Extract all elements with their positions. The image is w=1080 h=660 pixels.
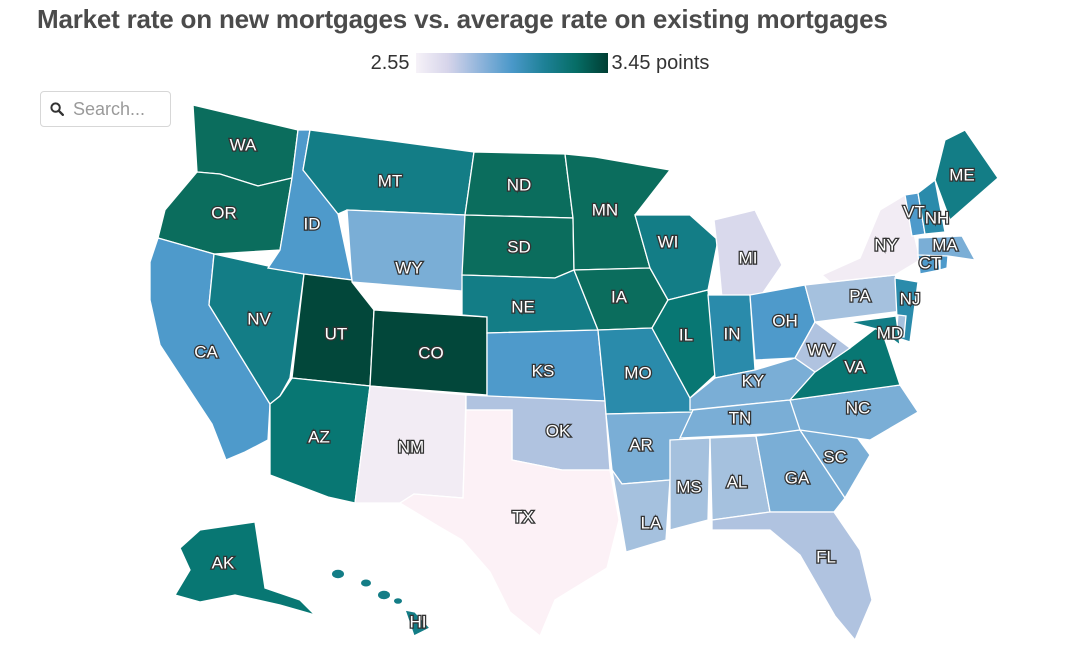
- state-wv[interactable]: [794, 321, 852, 373]
- state-label-in: IN: [724, 325, 741, 344]
- state-label-pa: PA: [849, 287, 871, 306]
- state-va[interactable]: [788, 323, 901, 401]
- state-label-oh: OH: [772, 312, 798, 331]
- state-label-ma: MA: [932, 236, 958, 255]
- state-nh[interactable]: [917, 178, 946, 235]
- hawaii-island: [361, 579, 371, 587]
- state-label-ne: NE: [511, 298, 535, 317]
- state-label-nh: NH: [925, 209, 950, 228]
- state-label-va: VA: [844, 358, 866, 377]
- state-label-ut: UT: [325, 325, 348, 344]
- state-ms[interactable]: [669, 437, 711, 531]
- state-label-nv: NV: [247, 310, 271, 329]
- state-label-ct: CT: [919, 254, 942, 273]
- state-label-ny: NY: [874, 236, 898, 255]
- state-hi[interactable]: [404, 609, 432, 637]
- state-label-vt: VT: [903, 203, 925, 222]
- search-box[interactable]: [40, 91, 171, 127]
- state-label-hi: HI: [410, 613, 427, 632]
- state-label-wv: WV: [807, 341, 835, 360]
- state-label-sc: SC: [823, 448, 847, 467]
- state-label-mt: MT: [378, 172, 403, 191]
- state-il[interactable]: [651, 289, 716, 400]
- state-md[interactable]: [849, 315, 901, 347]
- state-me[interactable]: [934, 129, 999, 222]
- state-label-nm: NM: [398, 438, 424, 457]
- search-icon: [41, 91, 73, 127]
- state-label-wy: WY: [395, 259, 422, 278]
- color-legend: 2.55 3.45 points: [0, 50, 1080, 76]
- state-label-ks: KS: [532, 362, 555, 381]
- chart-title: Market rate on new mortgages vs. average…: [37, 4, 888, 34]
- hawaii-island: [394, 598, 402, 604]
- state-label-ms: MS: [676, 478, 702, 497]
- state-label-wa: WA: [230, 136, 257, 155]
- state-label-ga: GA: [785, 469, 810, 488]
- state-label-fl: FL: [816, 548, 836, 567]
- state-label-mo: MO: [624, 364, 651, 383]
- search-input[interactable]: [73, 98, 165, 120]
- state-ak[interactable]: [174, 521, 318, 617]
- state-label-tx: TX: [512, 508, 534, 527]
- state-label-ca: CA: [194, 343, 218, 362]
- legend-min-label: 2.55: [370, 51, 410, 74]
- state-label-co: CO: [418, 344, 444, 363]
- state-label-la: LA: [641, 514, 662, 533]
- state-label-mn: MN: [592, 201, 618, 220]
- state-wy[interactable]: [346, 209, 466, 292]
- state-label-sd: SD: [507, 238, 531, 257]
- state-label-wi: WI: [658, 233, 679, 252]
- state-label-az: AZ: [308, 428, 330, 447]
- state-label-tn: TN: [729, 409, 752, 428]
- state-fl[interactable]: [711, 511, 873, 642]
- legend-gradient-bar: [415, 53, 608, 73]
- state-label-id: ID: [304, 215, 321, 234]
- state-label-md: MD: [877, 324, 903, 343]
- state-label-ar: AR: [629, 436, 653, 455]
- state-label-al: AL: [727, 473, 748, 492]
- hawaii-island: [332, 569, 344, 579]
- state-ga[interactable]: [755, 429, 846, 513]
- state-label-nj: NJ: [900, 290, 921, 309]
- state-label-ky: KY: [742, 372, 765, 391]
- state-label-ak: AK: [212, 554, 235, 573]
- state-label-ia: IA: [611, 288, 628, 307]
- hawaii-island: [378, 590, 390, 600]
- state-label-nc: NC: [846, 399, 871, 418]
- state-tx[interactable]: [398, 409, 620, 638]
- state-label-or: OR: [211, 204, 237, 223]
- state-ma[interactable]: [917, 235, 977, 261]
- state-la[interactable]: [611, 469, 671, 553]
- state-label-me: ME: [949, 166, 975, 185]
- legend-max-label: 3.45 points: [611, 51, 710, 74]
- state-label-il: IL: [679, 326, 693, 345]
- state-label-ok: OK: [546, 422, 571, 441]
- state-label-mi: MI: [739, 249, 758, 268]
- state-label-nd: ND: [507, 176, 532, 195]
